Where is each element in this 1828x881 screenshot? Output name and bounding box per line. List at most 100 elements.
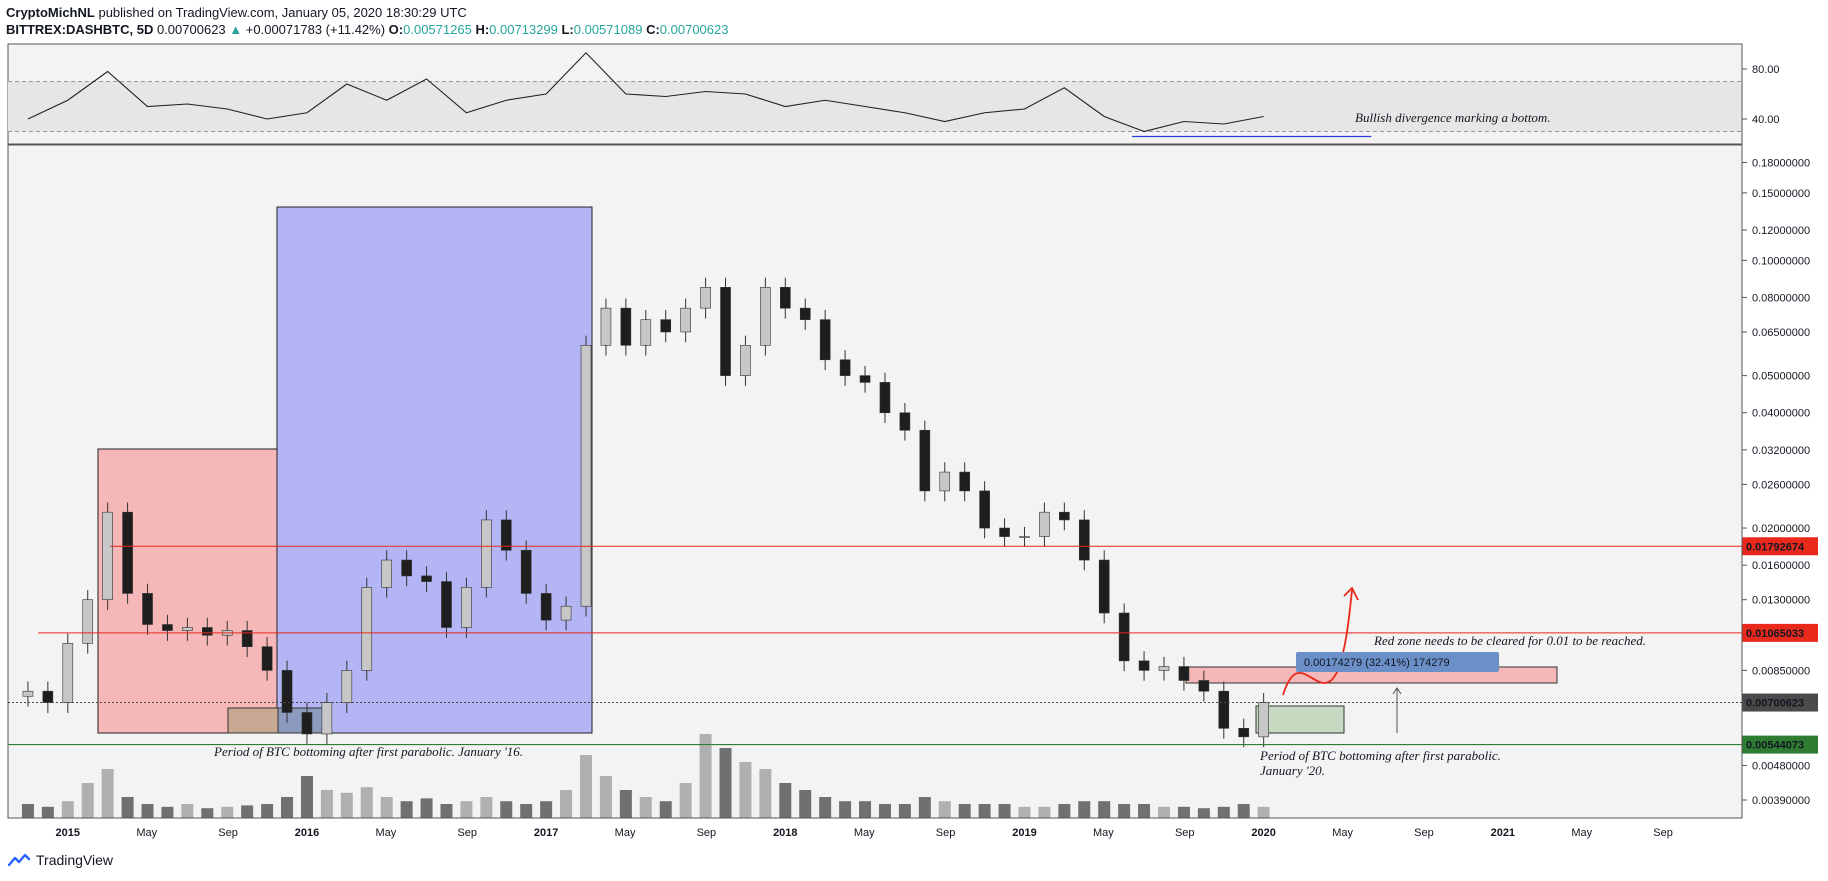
volume-bar [1078,801,1091,818]
price-tick-label: 0.01300000 [1752,595,1810,607]
volume-bar [520,804,533,818]
volume-bar [340,792,353,818]
volume-bar [440,804,453,818]
x-tick-label: May [1571,827,1592,839]
volume-bar [898,804,911,818]
open-label: O: [388,22,404,37]
candle-body [441,581,452,628]
x-tick-label: Sep [457,827,477,839]
candle-body [1039,511,1050,537]
candle-body [1178,666,1190,681]
volume-bar [859,801,872,818]
volume-bar [1158,806,1170,818]
candle-body [82,599,94,644]
price-badge-label: 0.00544073 [1746,740,1804,752]
x-tick-label: 2018 [773,827,797,839]
volume-bar [639,797,652,818]
candle-body [959,471,970,492]
brand-name[interactable]: TradingView [36,852,114,868]
candle-body [999,527,1010,537]
volume-bar [201,808,214,818]
price-tick-label: 0.02600000 [1752,479,1810,491]
volume-bar [161,806,174,818]
candle-body [1078,519,1090,561]
volume-bar [699,734,712,818]
candle-body [142,593,153,625]
candle-body [1198,680,1210,692]
candle-body [799,307,811,320]
candle-body [1118,612,1130,662]
price-tick-label: 0.01600000 [1752,560,1810,572]
price-tick-label: 0.06500000 [1752,327,1810,339]
candle-body [321,702,333,735]
candle-body [660,319,672,333]
candle-body [1258,702,1269,738]
candle-body [560,605,572,621]
x-tick-label: May [1332,827,1353,839]
candle-body [580,344,592,607]
price-tick-label: 0.00850000 [1752,665,1810,677]
volume-bar [739,762,752,818]
annotation-2020-line1: Period of BTC bottoming after first para… [1259,748,1501,763]
author-name[interactable]: CryptoMichNL [6,5,95,20]
high-value: 0.00713299 [489,22,558,37]
volume-bar [679,783,692,818]
candle-body [1019,536,1030,538]
candle-body [102,511,113,601]
candle-body [261,646,273,671]
arrow-head-icon [1343,586,1359,601]
bottom-box-2020 [1255,705,1345,734]
candle-body [182,627,193,631]
price-badge [1742,693,1818,712]
candle-body [202,627,213,636]
x-tick-label: 2016 [295,827,319,839]
volume-bar [460,801,473,818]
rsi-tick-label: 40.00 [1752,114,1780,126]
candle-body [1218,690,1230,729]
volume-bar [1098,801,1111,818]
candle-body [401,559,412,577]
volume-bar [360,787,373,818]
volume-bar [480,797,493,818]
candle-body [839,359,851,376]
annotation-2020-line2: January '20. [1260,763,1325,778]
publish-info: published on TradingView.com, January 05… [98,5,467,20]
candle-body [1098,559,1110,614]
volume-bar [839,801,852,818]
volume-bar [1138,804,1151,818]
open-value: 0.00571265 [403,22,472,37]
candle-body [540,593,552,621]
candle-body [760,287,771,346]
low-value: 0.00571089 [573,22,643,37]
bottom-box-2016 [227,707,279,734]
price-tick-label: 0.08000000 [1752,292,1810,304]
x-tick-label: May [1093,827,1114,839]
up-arrow-icon: ▲ [229,22,243,37]
candle-body [22,690,34,697]
candle-body [381,559,392,588]
volume-bar [380,797,393,818]
volume-bar [580,755,592,818]
volume-bar [540,801,553,818]
last-price: 0.00700623 [156,22,226,37]
footer: TradingView [8,852,113,868]
candle-body [1238,728,1250,738]
volume-bar [799,790,812,818]
candle-body [1138,660,1150,671]
x-tick-label: Sep [697,827,717,839]
tradingview-logo-icon [8,853,30,867]
candle-body [899,412,911,431]
volume-bar [1038,806,1051,818]
volume-bar [878,804,891,818]
rsi-line [27,51,1264,133]
volume-bar [719,748,732,818]
volume-bar [619,790,632,818]
price-tick-label: 0.18000000 [1752,158,1810,170]
x-tick-label: Sep [1414,827,1434,839]
x-tick-label: May [136,827,157,839]
x-tick-label: Sep [1653,827,1673,839]
volume-bar [1018,806,1031,818]
volume-bar [241,805,254,818]
x-tick-label: 2020 [1251,827,1275,839]
